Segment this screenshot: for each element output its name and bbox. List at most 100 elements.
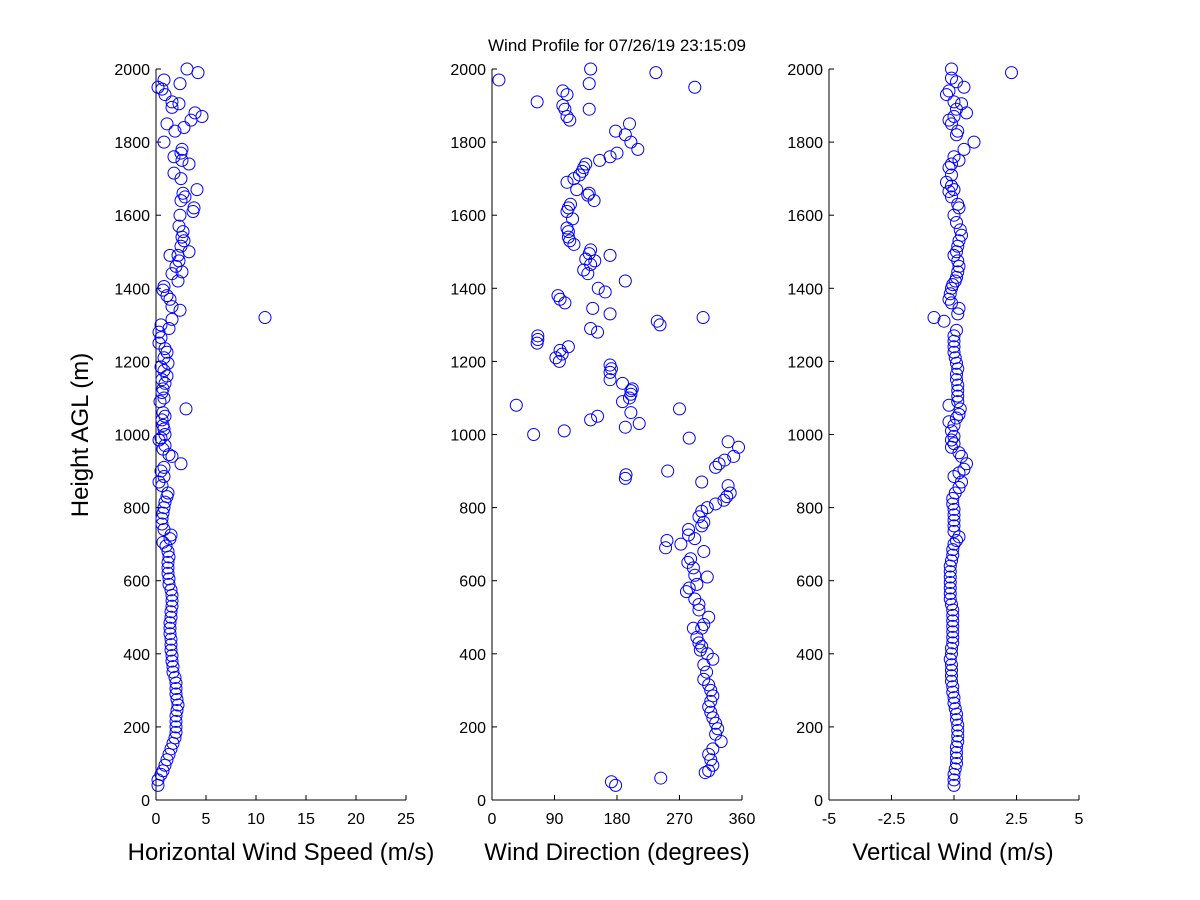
data-point bbox=[943, 586, 957, 600]
data-point bbox=[584, 62, 598, 76]
data-point bbox=[943, 652, 957, 666]
data-point bbox=[950, 533, 963, 547]
y-tick-label: 200 bbox=[796, 720, 823, 737]
data-point bbox=[175, 153, 189, 167]
data-point bbox=[942, 398, 956, 412]
data-point bbox=[700, 501, 714, 515]
data-point bbox=[579, 157, 593, 171]
data-point bbox=[154, 767, 168, 781]
data-point bbox=[187, 201, 201, 215]
data-point bbox=[950, 216, 963, 230]
data-point bbox=[945, 663, 958, 677]
data-point bbox=[945, 658, 958, 672]
data-point bbox=[159, 539, 173, 553]
data-point bbox=[952, 407, 966, 421]
data-point bbox=[673, 402, 686, 416]
x-tick-label: -2.5 bbox=[878, 811, 906, 828]
data-point bbox=[584, 322, 598, 336]
data-point bbox=[947, 691, 961, 705]
data-point bbox=[163, 627, 177, 641]
data-point bbox=[946, 680, 960, 694]
data-point bbox=[700, 570, 714, 584]
data-point bbox=[584, 413, 598, 427]
data-point bbox=[661, 464, 675, 478]
data-point bbox=[169, 714, 183, 728]
chart-title: Wind Profile for 07/26/19 23:15:09 bbox=[488, 36, 746, 55]
data-point bbox=[173, 208, 187, 222]
data-point bbox=[156, 535, 170, 549]
data-point bbox=[157, 391, 171, 405]
data-point bbox=[720, 490, 734, 504]
data-point bbox=[158, 376, 172, 390]
data-point bbox=[945, 296, 958, 310]
data-point bbox=[178, 190, 192, 204]
data-point bbox=[659, 541, 673, 555]
data-point bbox=[952, 480, 966, 494]
data-point bbox=[946, 548, 960, 562]
data-point bbox=[697, 618, 711, 632]
y-tick-label: 600 bbox=[123, 574, 150, 591]
data-point bbox=[682, 528, 696, 542]
data-point bbox=[563, 113, 577, 127]
data-point bbox=[943, 576, 957, 590]
data-point bbox=[950, 740, 963, 754]
data-point bbox=[946, 625, 960, 639]
data-point bbox=[165, 267, 179, 281]
data-point bbox=[584, 243, 598, 257]
x-tick-label: 10 bbox=[247, 811, 265, 828]
x-tick-label: 5 bbox=[1075, 811, 1084, 828]
data-point bbox=[160, 117, 174, 131]
data-point bbox=[152, 325, 166, 339]
y-axis-label: Height AGL (m) bbox=[67, 353, 94, 518]
data-point bbox=[654, 771, 668, 785]
data-point bbox=[164, 638, 178, 652]
data-point bbox=[169, 709, 183, 723]
data-point bbox=[195, 110, 209, 124]
data-point bbox=[951, 124, 965, 138]
y-tick-label: 1600 bbox=[114, 208, 150, 225]
data-point bbox=[660, 533, 674, 547]
data-point bbox=[560, 175, 574, 189]
data-point bbox=[967, 135, 981, 149]
data-point bbox=[690, 577, 704, 591]
data-point bbox=[951, 265, 965, 279]
data-point bbox=[171, 698, 185, 712]
data-point bbox=[610, 146, 624, 160]
data-point bbox=[946, 630, 960, 644]
data-point bbox=[711, 722, 725, 736]
data-point bbox=[182, 157, 196, 171]
data-point bbox=[167, 150, 181, 164]
data-point bbox=[695, 475, 709, 489]
data-point bbox=[943, 592, 957, 606]
data-point bbox=[603, 358, 617, 372]
data-point bbox=[151, 80, 165, 94]
data-point bbox=[947, 508, 961, 522]
x-axis-label-vertical-wind: Vertical Wind (m/s) bbox=[852, 839, 1053, 866]
data-point bbox=[951, 389, 965, 403]
data-point bbox=[688, 568, 702, 582]
data-point bbox=[157, 460, 171, 474]
y-tick-label: 1400 bbox=[450, 281, 486, 298]
x-tick-label: 0 bbox=[950, 811, 959, 828]
data-point bbox=[168, 731, 182, 745]
data-point bbox=[609, 124, 623, 138]
data-point bbox=[945, 554, 958, 568]
y-tick-label: 2000 bbox=[787, 62, 823, 79]
data-point bbox=[688, 532, 702, 546]
data-point bbox=[946, 636, 960, 650]
data-point bbox=[552, 354, 566, 368]
data-point bbox=[698, 766, 712, 780]
data-point bbox=[618, 274, 632, 288]
data-point bbox=[560, 221, 574, 235]
y-tick-label: 1400 bbox=[114, 281, 150, 298]
data-point bbox=[946, 278, 960, 292]
data-point bbox=[960, 457, 973, 471]
data-point bbox=[945, 597, 958, 611]
data-point bbox=[688, 592, 702, 606]
data-point bbox=[947, 773, 961, 787]
data-point bbox=[163, 621, 177, 635]
data-point bbox=[582, 77, 596, 91]
data-point bbox=[177, 120, 191, 134]
data-point bbox=[945, 669, 958, 683]
y-tick-label: 1800 bbox=[114, 135, 150, 152]
